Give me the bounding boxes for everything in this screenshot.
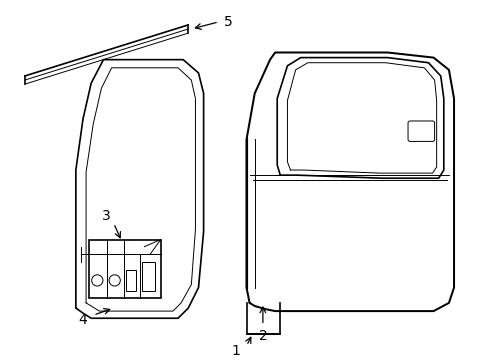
Text: 4: 4 [79, 313, 87, 327]
Text: 1: 1 [231, 344, 240, 358]
Text: 5: 5 [224, 15, 232, 29]
Bar [126, 270, 136, 291]
Bar [142, 262, 154, 291]
Text: 2: 2 [258, 329, 267, 343]
Text: 3: 3 [102, 209, 111, 223]
